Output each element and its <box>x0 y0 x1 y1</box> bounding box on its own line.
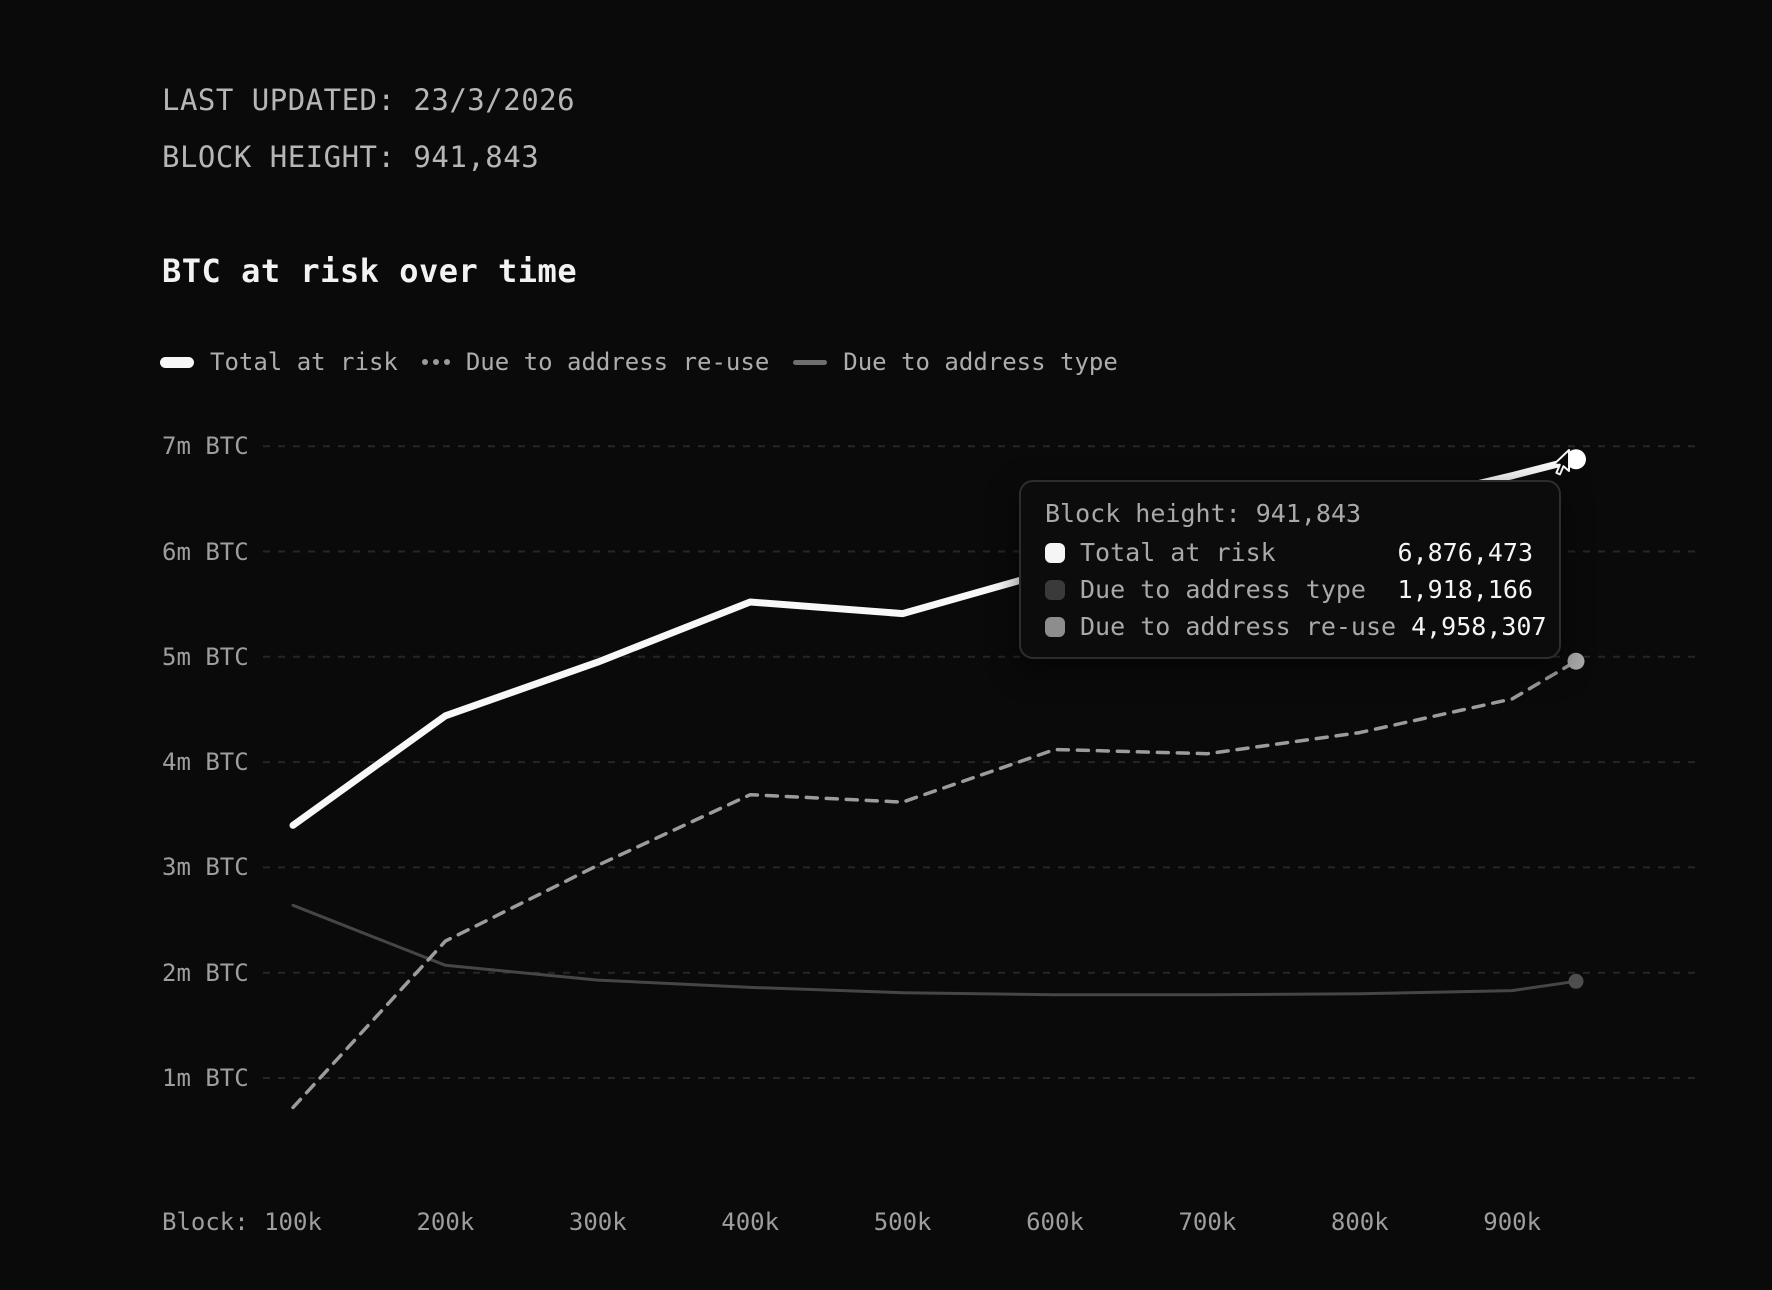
tooltip-row-label: Due to address re-use <box>1080 612 1397 641</box>
chart-title: BTC at risk over time <box>162 252 578 290</box>
y-tick-label: 5m BTC <box>162 642 249 671</box>
x-tick-label: 200k <box>416 1208 475 1236</box>
legend-swatch-icon <box>793 359 828 365</box>
tooltip-swatch-icon <box>1045 616 1065 637</box>
tooltip-row-label: Due to address type <box>1080 575 1366 604</box>
tooltip-row-value: 4,958,307 <box>1411 612 1547 641</box>
tooltip-row: Due to address re-use 4,958,307 <box>1045 608 1547 645</box>
tooltip-title: Block height: 941,843 <box>1045 499 1362 528</box>
tooltip-swatch-icon <box>1045 542 1065 563</box>
x-tick-label: 500k <box>873 1208 932 1236</box>
mouse-cursor-icon <box>1552 449 1570 476</box>
chart-legend: Total at risk Due to address re-use Due to… <box>160 348 1118 376</box>
x-tick-label: 400k <box>721 1208 780 1236</box>
total-endpoint-dot <box>1566 449 1586 470</box>
reuse-endpoint-dot <box>1567 652 1585 670</box>
y-tick-label: 3m BTC <box>162 853 249 882</box>
x-axis-prefix: Block: <box>162 1208 249 1236</box>
legend-swatch-icon <box>421 359 450 365</box>
block-height-text: BLOCK HEIGHT: 941,843 <box>162 140 540 174</box>
y-tick-label: 2m BTC <box>162 958 249 987</box>
x-tick-label: 800k <box>1330 1208 1389 1236</box>
tooltip-row-value: 1,918,166 <box>1397 575 1533 604</box>
tooltip-row-value: 6,876,473 <box>1397 538 1533 567</box>
y-tick-label: 7m BTC <box>162 432 249 461</box>
tooltip-row: Total at risk 6,876,473 <box>1045 534 1533 571</box>
legend-label: Due to address type <box>843 348 1118 376</box>
hover-tooltip: Block height: 941,843 Total at risk 6,876… <box>1019 480 1561 659</box>
tooltip-row-label: Total at risk <box>1080 538 1276 567</box>
legend-label: Due to address re-use <box>465 348 770 376</box>
last-updated-text: LAST UPDATED: 23/3/2026 <box>162 83 576 117</box>
series-line-1 <box>291 659 1578 1110</box>
series-line-2 <box>291 903 1578 997</box>
y-tick-label: 6m BTC <box>162 537 249 566</box>
y-tick-label: 4m BTC <box>162 748 249 777</box>
x-tick-label: 700k <box>1178 1208 1237 1236</box>
legend-item-due-to-address-re-use[interactable]: Due to address re-use <box>421 348 770 376</box>
legend-label: Total at risk <box>210 348 398 376</box>
x-tick-label: 900k <box>1483 1208 1542 1236</box>
y-tick-label: 1m BTC <box>162 1064 249 1092</box>
tooltip-rows: Total at risk 6,876,473 Due to address typ… <box>1045 534 1547 645</box>
tooltip-row: Due to address type 1,918,166 <box>1045 571 1533 608</box>
x-tick-label: 100k <box>264 1208 322 1236</box>
type-endpoint-dot <box>1568 973 1584 989</box>
legend-swatch-icon <box>160 356 194 368</box>
tooltip-swatch-icon <box>1045 579 1065 600</box>
x-tick-label: 300k <box>568 1208 627 1236</box>
x-tick-label: 600k <box>1026 1208 1084 1236</box>
legend-item-due-to-address-type[interactable]: Due to address type <box>793 348 1118 376</box>
page-header: LAST UPDATED: 23/3/2026 BLOCK HEIGHT: 94… <box>162 72 575 186</box>
legend-item-total-at-risk[interactable]: Total at risk <box>160 348 398 376</box>
